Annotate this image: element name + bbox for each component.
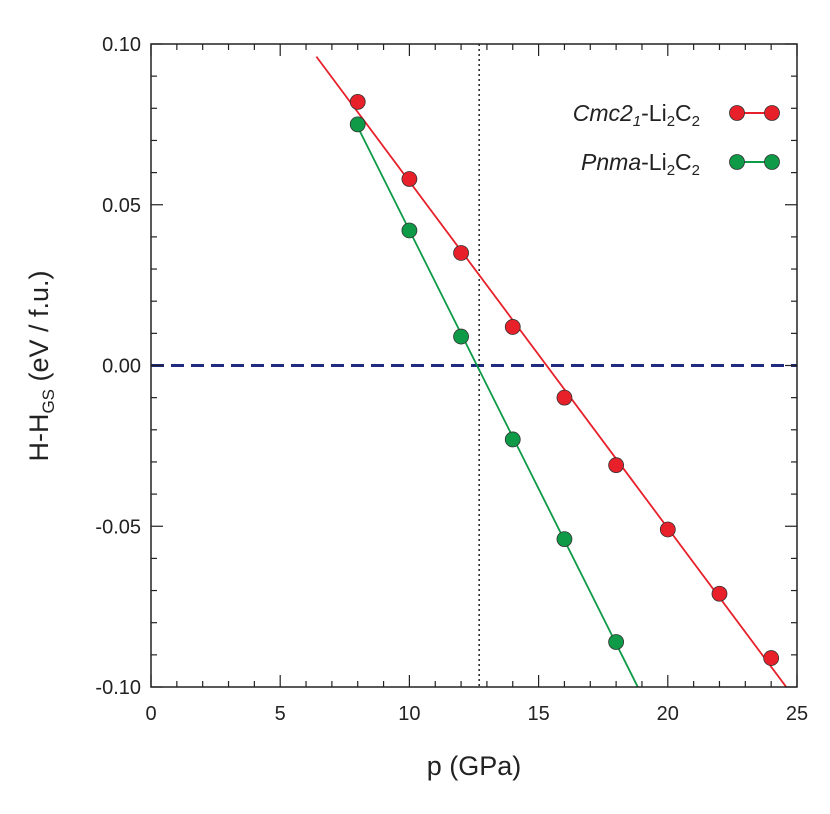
- y-tick-label: 0.05: [102, 195, 141, 217]
- data-point: [659, 521, 676, 538]
- y-axis-title-sub: GS: [39, 389, 58, 414]
- x-tick-label: 0: [145, 703, 156, 725]
- y-tick-label: -0.10: [95, 677, 141, 699]
- legend-marker: [764, 154, 780, 170]
- legend-marker: [729, 154, 745, 170]
- data-point: [504, 431, 521, 448]
- data-point: [608, 457, 625, 474]
- x-tick-label: 5: [275, 703, 286, 725]
- data-point: [763, 650, 780, 666]
- x-tick-label: 15: [527, 703, 549, 725]
- data-point: [401, 222, 418, 239]
- legend-label-cmc21: Cmc21-Li2C2: [573, 100, 700, 130]
- y-axis-title: H-HGS (eV / f.u.): [24, 270, 58, 461]
- x-axis-title: p (GPa): [427, 751, 522, 781]
- data-point: [711, 585, 728, 602]
- legend: Cmc21-Li2C2 Pnma-Li2C2: [573, 100, 780, 179]
- x-tick-label: 10: [398, 703, 420, 725]
- legend-label-pnma: Pnma-Li2C2: [581, 149, 700, 179]
- y-tick-label: 0.10: [102, 34, 141, 56]
- data-point: [608, 634, 625, 650]
- data-point: [504, 319, 521, 335]
- data-point: [453, 245, 469, 261]
- x-tick-label: 25: [786, 703, 808, 725]
- data-point: [453, 328, 469, 345]
- series-line-1: [356, 126, 639, 687]
- data-point: [556, 531, 573, 548]
- data-point: [349, 116, 366, 133]
- series-line-0: [315, 56, 788, 687]
- y-tick-label: 0.00: [102, 356, 141, 378]
- y-axis-title-unit: (eV / f.u.): [24, 270, 54, 389]
- legend-marker: [729, 105, 745, 121]
- y-axis-title-main: H-H: [24, 414, 54, 462]
- data-point: [401, 171, 418, 187]
- legend-marker: [764, 105, 780, 121]
- data-point: [349, 93, 366, 110]
- x-tick-label: 20: [657, 703, 679, 725]
- data-point: [556, 389, 573, 406]
- y-tick-label: -0.05: [95, 516, 141, 538]
